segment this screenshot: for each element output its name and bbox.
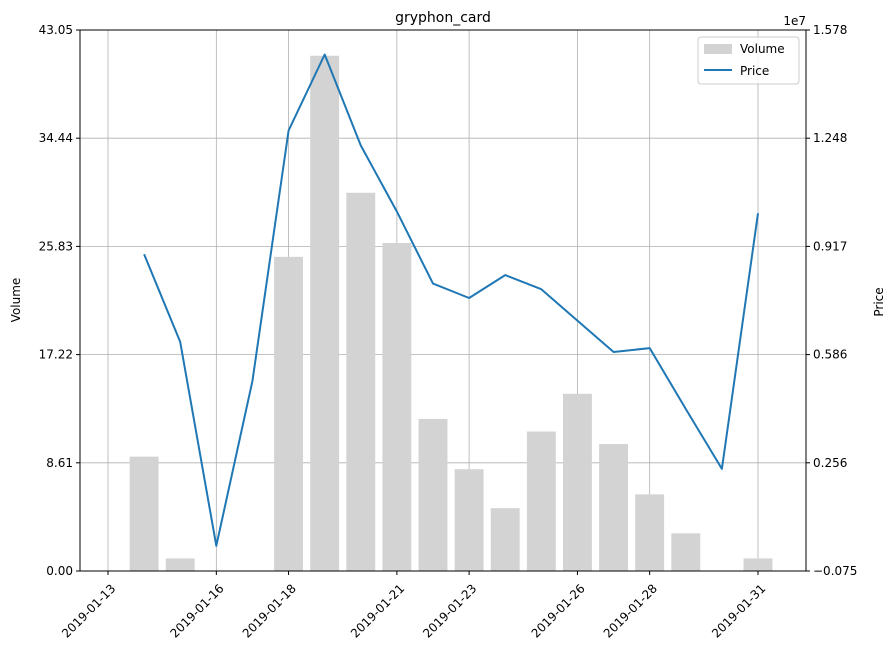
volume-bar [310,55,340,572]
y-left-tick-label: 25.83 [39,239,73,253]
y-left-tick-label: 0.00 [46,564,73,578]
volume-bar [165,558,195,571]
volume-bar [454,469,484,571]
volume-bar [671,533,701,571]
volume-bar [382,243,412,572]
volume-bar [418,418,448,571]
right-axis-multiplier: 1e7 [783,14,806,28]
volume-bars [129,55,773,572]
chart-title: gryphon_card [395,10,491,26]
volume-bar [274,256,303,571]
y-left-tick-label: 17.22 [39,348,73,362]
volume-bar [526,431,556,571]
legend: Volume Price [697,36,800,85]
y-left-tick-label: 43.05 [39,23,73,37]
y-left-tick-label: 8.61 [46,456,73,470]
y-right-tick-label: 0.586 [813,348,847,362]
y-right-tick-label: 1.248 [813,131,847,145]
y-right-tick-label: −0.075 [813,564,857,578]
plot-frame [79,29,807,572]
y-right-tick-label: 1.578 [813,23,847,37]
y-axis-right-label: Price [872,287,886,316]
price-line [143,53,759,547]
legend-volume-label: Volume [740,42,785,56]
legend-volume-swatch [704,44,732,54]
volume-bar [635,494,665,571]
y-axis-left-label: Volume [9,278,23,323]
volume-bar [346,192,376,571]
volume-bar [563,393,592,571]
price-line-layer [143,53,759,547]
volume-bar [743,558,773,571]
y-left-tick-label: 34.44 [39,131,73,145]
volume-bar [490,508,520,571]
y-right-tick-label: 0.256 [813,456,847,470]
volume-bar [599,444,628,571]
y-right-tick-label: 0.917 [813,239,847,253]
volume-bar [129,456,159,571]
legend-price-label: Price [740,64,769,78]
